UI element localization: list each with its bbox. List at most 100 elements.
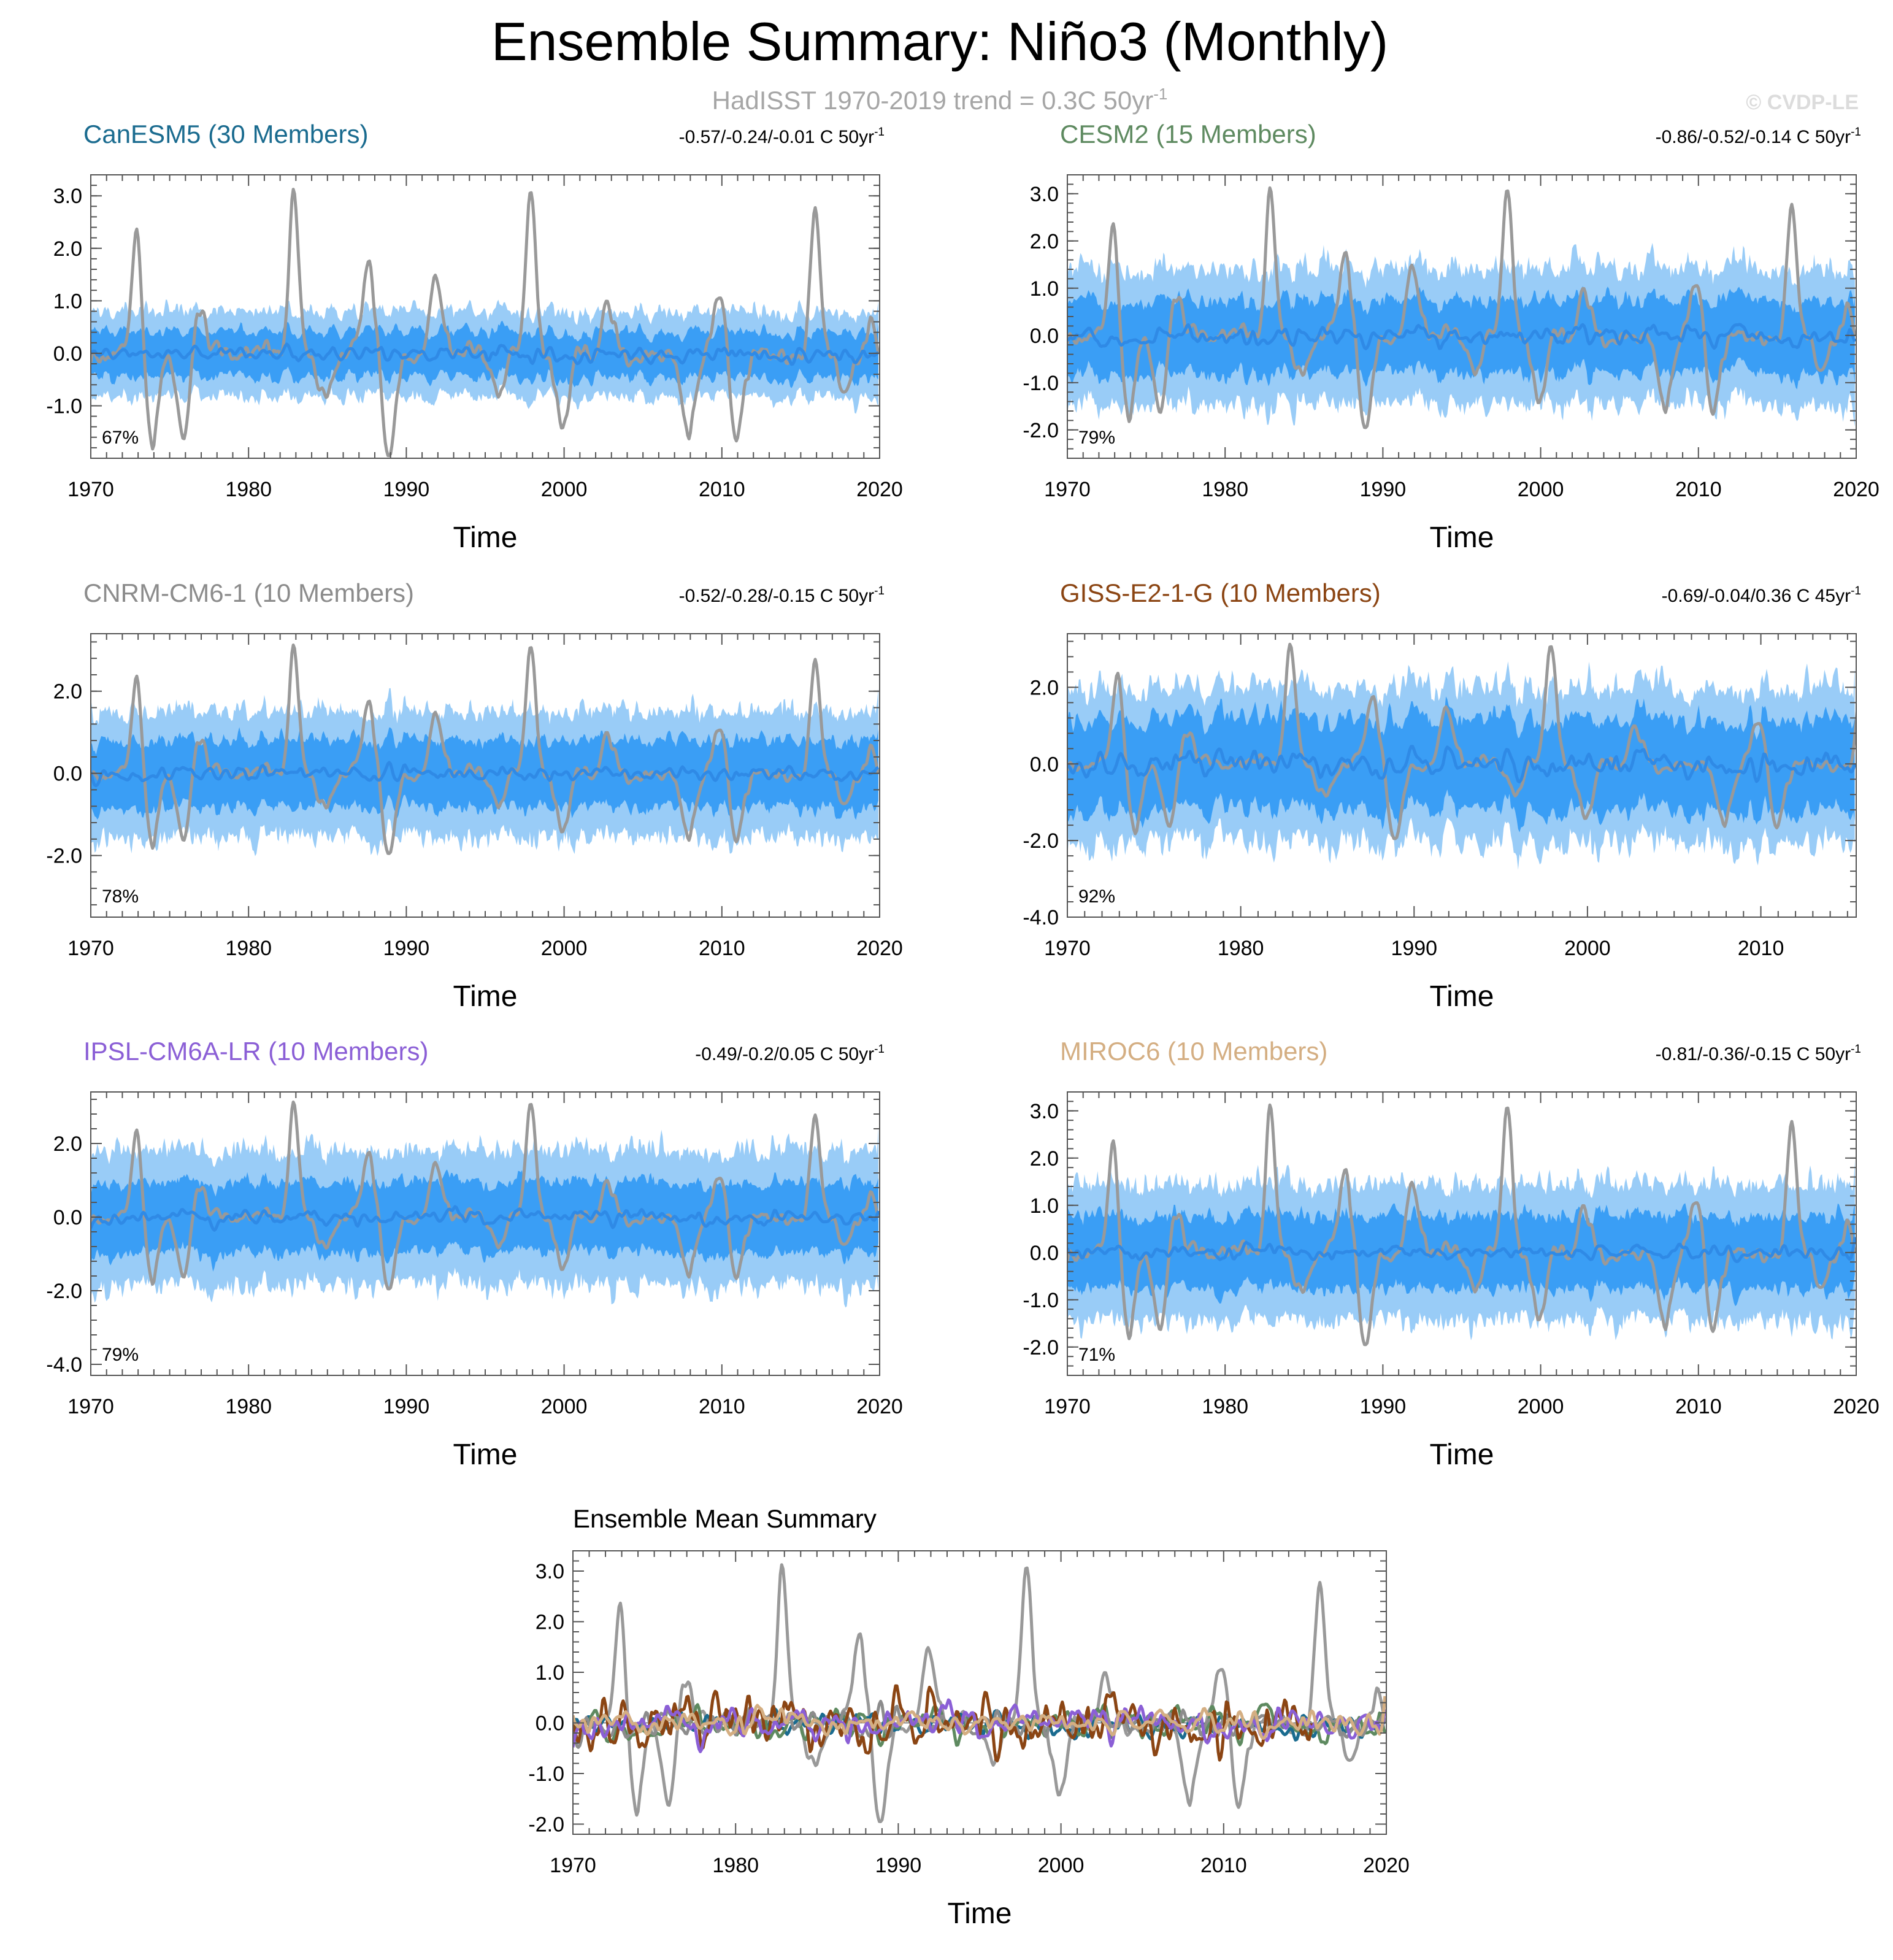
x-tick-label: 2010	[1675, 1395, 1722, 1418]
ensemble-mean-line	[1067, 323, 1856, 350]
y-tick-label: -4.0	[46, 1353, 82, 1377]
x-axis: 1970 1980 1990 2000 2010 2020	[1044, 1092, 1880, 1418]
panel-title: GISS-E2-1-G (10 Members)	[1060, 578, 1381, 607]
series-line-miroc6	[573, 1696, 1386, 1740]
ensemble-mean-line	[91, 1205, 880, 1232]
hadisst-observed-line	[1067, 186, 1856, 429]
y-axis: 2.0 0.0 -2.0 -4.0	[46, 1099, 880, 1377]
trend-superscript: -1	[874, 1043, 885, 1056]
percent-annotation: 79%	[1078, 428, 1115, 448]
trend-annotation: -0.52/-0.28/-0.15 C 50yr-1	[679, 585, 885, 606]
trend-annotation: -0.81/-0.36/-0.15 C 50yr-1	[1656, 1043, 1861, 1064]
x-tick-label: 1980	[225, 478, 272, 501]
ensemble-spread-inner-band	[91, 727, 878, 820]
panel-summary: 1970 1980 1990 2000 2010 2020 3.0 2.0 1.0 0.0 -1.0…	[528, 1504, 1409, 1930]
y-tick-label: 0.0	[53, 763, 82, 786]
x-tick-label: 1980	[1202, 1395, 1248, 1418]
ensemble-spread-inner-band	[1067, 696, 1855, 832]
y-tick-label: -1.0	[1023, 372, 1059, 395]
y-tick-label: -2.0	[1023, 829, 1059, 853]
panel-title: CNRM-CM6-1 (10 Members)	[83, 578, 414, 607]
plot-frame	[572, 1550, 1387, 1835]
x-tick-label: 2010	[1675, 478, 1722, 501]
hadisst-observed-line	[91, 188, 880, 458]
percent-annotation: 67%	[102, 428, 139, 448]
x-tick-label: 2010	[1738, 937, 1784, 960]
trend-text: -0.52/-0.28/-0.15 C 50yr	[679, 586, 875, 606]
x-tick-label: 1970	[67, 478, 114, 501]
x-tick-label: 1990	[1360, 1395, 1407, 1418]
x-tick-label: 1980	[712, 1854, 759, 1877]
x-axis: 1970 1980 1990 2000 2010 2020	[550, 1551, 1410, 1877]
plot-area	[91, 644, 880, 856]
trend-superscript: -1	[1851, 126, 1861, 139]
trend-text: -0.81/-0.36/-0.15 C 50yr	[1656, 1044, 1851, 1064]
x-axis: 1970 1980 1990 2000 2010 2020	[67, 634, 903, 960]
y-axis: 2.0 0.0 -2.0	[46, 641, 880, 905]
summary-title: Ensemble Mean Summary	[573, 1504, 877, 1533]
panel-giss: 1970 1980 1990 2000 2010 2.0 0.0 -2.0 -4.0 Time GI…	[1023, 578, 1861, 1013]
y-tick-label: 2.0	[53, 680, 82, 704]
x-tick-label: 1990	[875, 1854, 922, 1877]
x-tick-label: 2000	[1518, 478, 1564, 501]
x-axis-title: Time	[453, 980, 518, 1013]
y-tick-label: 2.0	[53, 1132, 82, 1156]
y-axis: 3.0 2.0 1.0 0.0 -1.0 -2.0	[1023, 174, 1856, 459]
ensemble-spread-inner-band	[1067, 1203, 1855, 1307]
panel-canesm5: 1970 1980 1990 2000 2010 2020 3.0 2.0 1.0 0.0 -1.0…	[46, 120, 902, 554]
y-tick-label: 3.0	[536, 1560, 564, 1583]
x-tick-label: 1990	[383, 478, 430, 501]
y-tick-label: 0.0	[1030, 325, 1059, 348]
x-tick-label: 1980	[1218, 937, 1264, 960]
x-tick-label: 2020	[856, 1395, 903, 1418]
x-tick-label: 2000	[1564, 937, 1611, 960]
x-tick-label: 2000	[1518, 1395, 1564, 1418]
x-axis-title: Time	[948, 1897, 1012, 1930]
figure-title: Ensemble Summary: Niño3 (Monthly)	[491, 11, 1388, 72]
x-tick-label: 2000	[541, 478, 588, 501]
x-tick-label: 2020	[1833, 1395, 1880, 1418]
x-tick-label: 2000	[1038, 1854, 1085, 1877]
y-tick-label: 0.0	[1030, 1242, 1059, 1265]
panel-title: MIROC6 (10 Members)	[1060, 1037, 1327, 1066]
y-axis: 3.0 2.0 1.0 0.0 -1.0 -2.0	[528, 1550, 1386, 1837]
y-tick-label: 1.0	[1030, 277, 1059, 301]
plot-area	[91, 188, 880, 458]
x-tick-label: 1990	[383, 937, 430, 960]
panel-title: IPSL-CM6A-LR (10 Members)	[83, 1037, 428, 1066]
plot-area	[1067, 186, 1856, 429]
series-line-hadisst-observations	[573, 1563, 1386, 1823]
y-tick-label: 3.0	[53, 185, 82, 208]
y-tick-label: -2.0	[1023, 419, 1059, 442]
x-tick-label: 1980	[1202, 478, 1248, 501]
y-tick-label: 1.0	[53, 290, 82, 313]
x-tick-label: 1980	[225, 1395, 272, 1418]
panel-cesm2: 1970 1980 1990 2000 2010 2020 3.0 2.0 1.0 0.0 -1.0…	[1023, 120, 1879, 554]
trend-text: -0.69/-0.04/0.36 C 45yr	[1662, 586, 1851, 606]
panel-miroc6: 1970 1980 1990 2000 2010 2020 3.0 2.0 1.0 0.0 -1.0…	[1023, 1037, 1879, 1471]
y-tick-label: 2.0	[1030, 230, 1059, 253]
y-tick-label: -2.0	[528, 1813, 564, 1837]
x-tick-label: 2000	[541, 937, 588, 960]
x-axis-title: Time	[1430, 521, 1494, 554]
percent-annotation: 78%	[102, 886, 139, 907]
y-tick-label: 1.0	[1030, 1194, 1059, 1218]
x-axis-title: Time	[1430, 1439, 1494, 1471]
y-tick-label: 2.0	[53, 237, 82, 261]
x-tick-label: 2010	[699, 1395, 745, 1418]
y-tick-label: 2.0	[1030, 676, 1059, 699]
trend-text: -0.57/-0.24/-0.01 C 50yr	[679, 127, 875, 147]
ensemble-mean-line	[1067, 745, 1856, 783]
x-tick-label: 1990	[1391, 937, 1437, 960]
y-tick-label: -2.0	[46, 1280, 82, 1303]
y-tick-label: 3.0	[1030, 1100, 1059, 1123]
panel-ipsl: 1970 1980 1990 2000 2010 2020 2.0 0.0 -2.0 -4.0 Ti…	[46, 1037, 902, 1471]
trend-annotation: -0.49/-0.2/0.05 C 50yr-1	[695, 1043, 885, 1064]
x-axis: 1970 1980 1990 2000 2010 2020	[67, 1092, 903, 1418]
ensemble-mean-line	[1067, 1237, 1856, 1263]
y-tick-label: 0.0	[53, 1206, 82, 1229]
y-tick-label: 3.0	[1030, 183, 1059, 206]
trend-annotation: -0.86/-0.52/-0.14 C 50yr-1	[1656, 126, 1861, 147]
x-tick-label: 2020	[856, 478, 903, 501]
